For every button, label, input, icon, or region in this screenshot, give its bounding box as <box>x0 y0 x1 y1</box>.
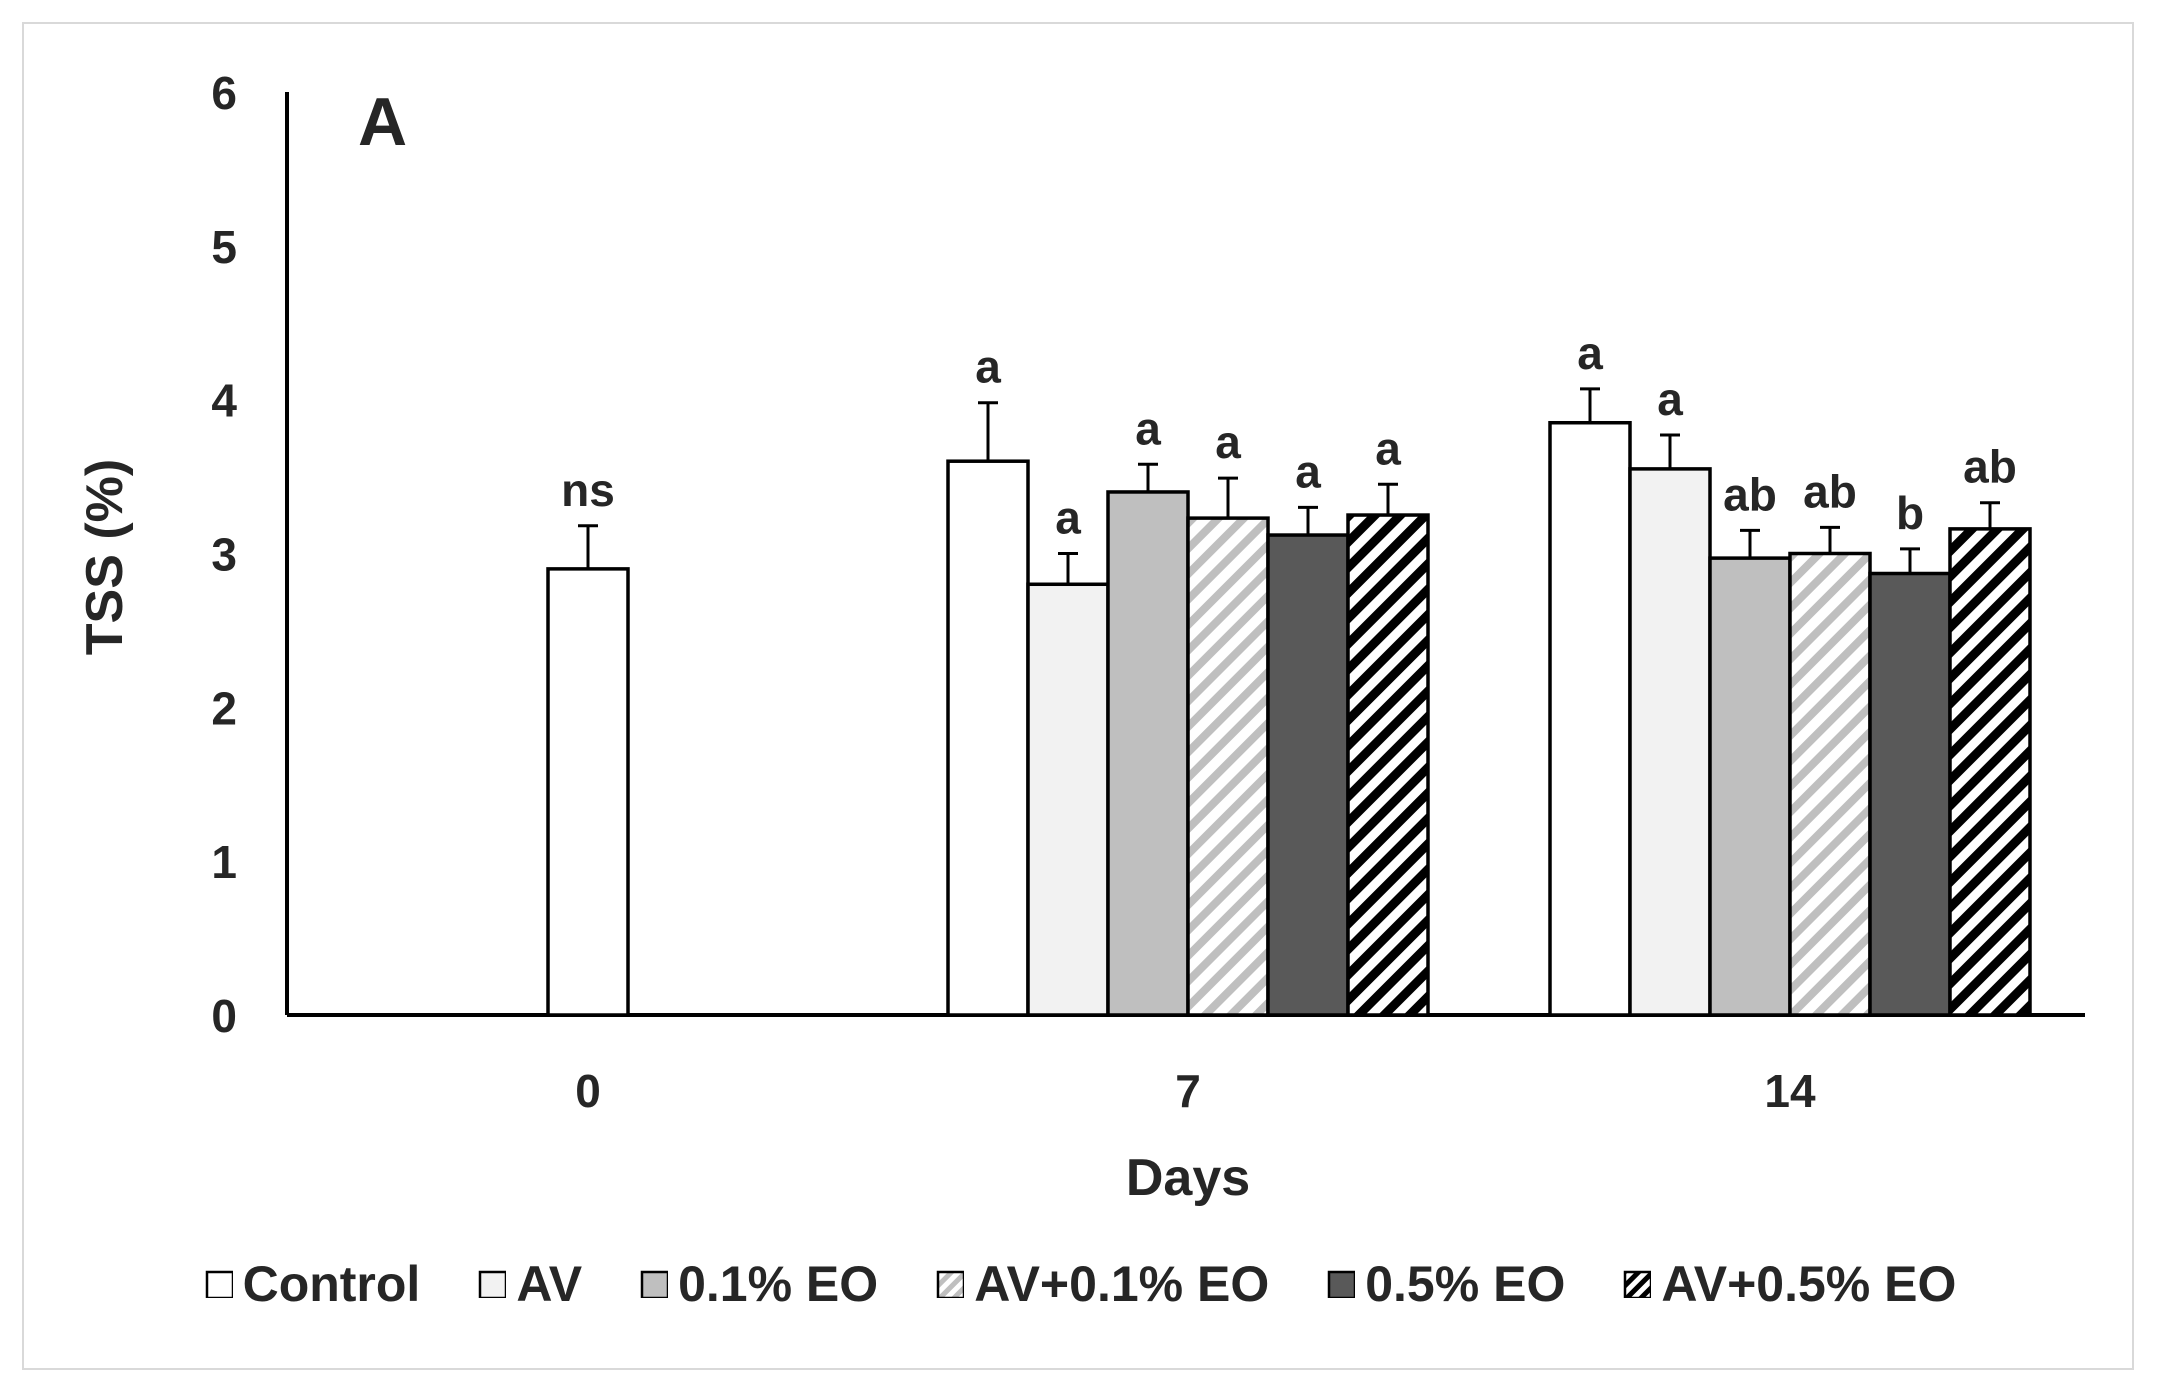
y-tick-label: 3 <box>211 529 237 581</box>
significance-label: a <box>1295 445 1321 497</box>
x-tick-label: 7 <box>1175 1065 1201 1117</box>
legend-swatch <box>479 1270 507 1298</box>
x-tick-label: 0 <box>575 1065 601 1117</box>
bar <box>1948 527 2032 1017</box>
y-axis-title: TSS (%) <box>76 459 134 655</box>
legend-item: Control <box>205 1255 421 1313</box>
legend-label: AV <box>516 1256 583 1312</box>
bar <box>1026 582 1110 1017</box>
legend: Control AV 0.1% EO AV+0.1% EO 0.5% EO AV+0.5%… <box>0 1255 2161 1313</box>
y-tick-label: 6 <box>211 67 237 119</box>
bar <box>1266 533 1350 1017</box>
legend-item: AV+0.5% EO <box>1623 1255 1956 1313</box>
y-tick-label: 4 <box>211 375 237 427</box>
bar <box>1868 571 1952 1017</box>
legend-item: 0.5% EO <box>1327 1255 1565 1313</box>
significance-label: b <box>1896 487 1924 539</box>
significance-label: a <box>1135 402 1161 454</box>
x-axis-title: Days <box>1126 1149 1250 1207</box>
significance-label: a <box>1375 422 1401 474</box>
legend-swatch <box>936 1270 965 1298</box>
bar <box>1628 467 1712 1017</box>
bar <box>1788 551 1872 1017</box>
significance-label: a <box>1055 492 1081 544</box>
significance-label: ab <box>1723 468 1777 520</box>
legend-swatch <box>640 1270 669 1298</box>
significance-label: ab <box>1963 441 2017 493</box>
legend-item: 0.1% EO <box>640 1255 878 1313</box>
bar <box>546 567 630 1017</box>
legend-label: AV+0.5% EO <box>1661 1256 1957 1312</box>
x-tick-label: 14 <box>1764 1065 1816 1117</box>
significance-label: a <box>1215 416 1241 468</box>
y-tick-label: 5 <box>211 221 237 273</box>
bar <box>1106 490 1190 1017</box>
bar <box>1186 516 1270 1017</box>
legend-swatch <box>1327 1270 1356 1298</box>
panel-label: A <box>358 84 407 160</box>
y-tick-label: 0 <box>211 990 237 1042</box>
bar <box>946 459 1030 1017</box>
legend-swatch <box>205 1270 233 1298</box>
legend-label: 0.5% EO <box>1365 1256 1566 1312</box>
legend-label: 0.1% EO <box>678 1256 879 1312</box>
bar <box>1548 420 1632 1017</box>
significance-label: a <box>1577 327 1603 379</box>
legend-item: AV <box>478 1255 582 1313</box>
legend-swatch <box>1624 1270 1652 1298</box>
legend-label: AV+0.1% EO <box>974 1256 1270 1312</box>
y-tick-label: 2 <box>211 682 237 734</box>
legend-item: AV+0.1% EO <box>936 1255 1269 1313</box>
significance-label: a <box>1657 373 1683 425</box>
significance-label: ns <box>561 464 615 516</box>
significance-label: ab <box>1803 465 1857 517</box>
y-tick-label: 1 <box>211 836 237 888</box>
legend-label: Control <box>242 1256 421 1312</box>
bar <box>1708 556 1792 1017</box>
bar <box>1346 513 1430 1017</box>
significance-label: a <box>975 341 1001 393</box>
